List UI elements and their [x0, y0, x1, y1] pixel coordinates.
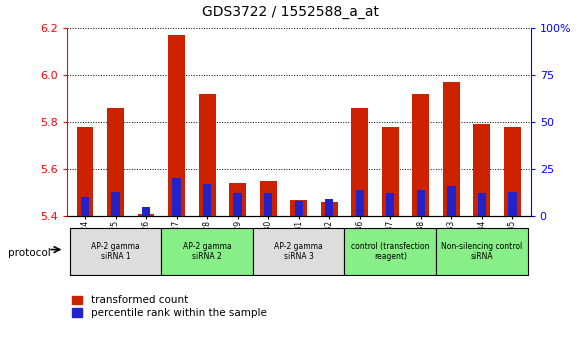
Bar	[412, 94, 429, 216]
Text: GDS3722 / 1552588_a_at: GDS3722 / 1552588_a_at	[201, 5, 379, 19]
Bar	[325, 199, 333, 216]
Bar	[229, 183, 246, 216]
Bar	[504, 127, 521, 216]
Bar	[447, 186, 455, 216]
Bar	[203, 184, 211, 216]
Bar	[478, 193, 486, 216]
Text: AP-2 gamma
siRNA 3: AP-2 gamma siRNA 3	[274, 242, 323, 261]
Bar	[137, 213, 154, 216]
Bar	[416, 190, 425, 216]
FancyBboxPatch shape	[253, 228, 345, 275]
FancyBboxPatch shape	[345, 228, 436, 275]
Bar	[199, 94, 216, 216]
Bar	[351, 108, 368, 216]
Bar	[291, 200, 307, 216]
FancyBboxPatch shape	[161, 228, 253, 275]
FancyBboxPatch shape	[436, 228, 528, 275]
FancyBboxPatch shape	[70, 228, 161, 275]
Bar	[77, 127, 93, 216]
Text: control (transfection
reagent): control (transfection reagent)	[351, 242, 430, 261]
Bar	[321, 202, 338, 216]
Bar	[508, 192, 517, 216]
Legend: transformed count, percentile rank within the sample: transformed count, percentile rank withi…	[72, 296, 267, 318]
Bar	[356, 190, 364, 216]
Bar	[81, 197, 89, 216]
Bar	[168, 35, 185, 216]
Bar	[295, 201, 303, 216]
Bar	[172, 178, 181, 216]
Bar	[233, 193, 242, 216]
Bar	[107, 108, 124, 216]
Bar	[473, 125, 490, 216]
Bar	[382, 127, 398, 216]
Text: Non-silencing control
siRNA: Non-silencing control siRNA	[441, 242, 523, 261]
Text: AP-2 gamma
siRNA 1: AP-2 gamma siRNA 1	[91, 242, 140, 261]
Text: protocol: protocol	[8, 248, 50, 258]
Bar	[260, 181, 277, 216]
Bar	[111, 192, 119, 216]
Bar	[142, 207, 150, 216]
Bar	[386, 193, 394, 216]
Bar	[443, 82, 460, 216]
Bar	[264, 193, 273, 216]
Text: AP-2 gamma
siRNA 2: AP-2 gamma siRNA 2	[183, 242, 231, 261]
